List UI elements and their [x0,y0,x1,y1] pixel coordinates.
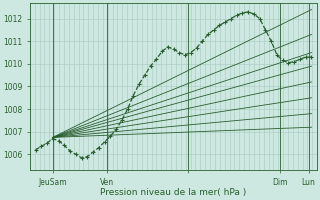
X-axis label: Pression niveau de la mer( hPa ): Pression niveau de la mer( hPa ) [100,188,247,197]
